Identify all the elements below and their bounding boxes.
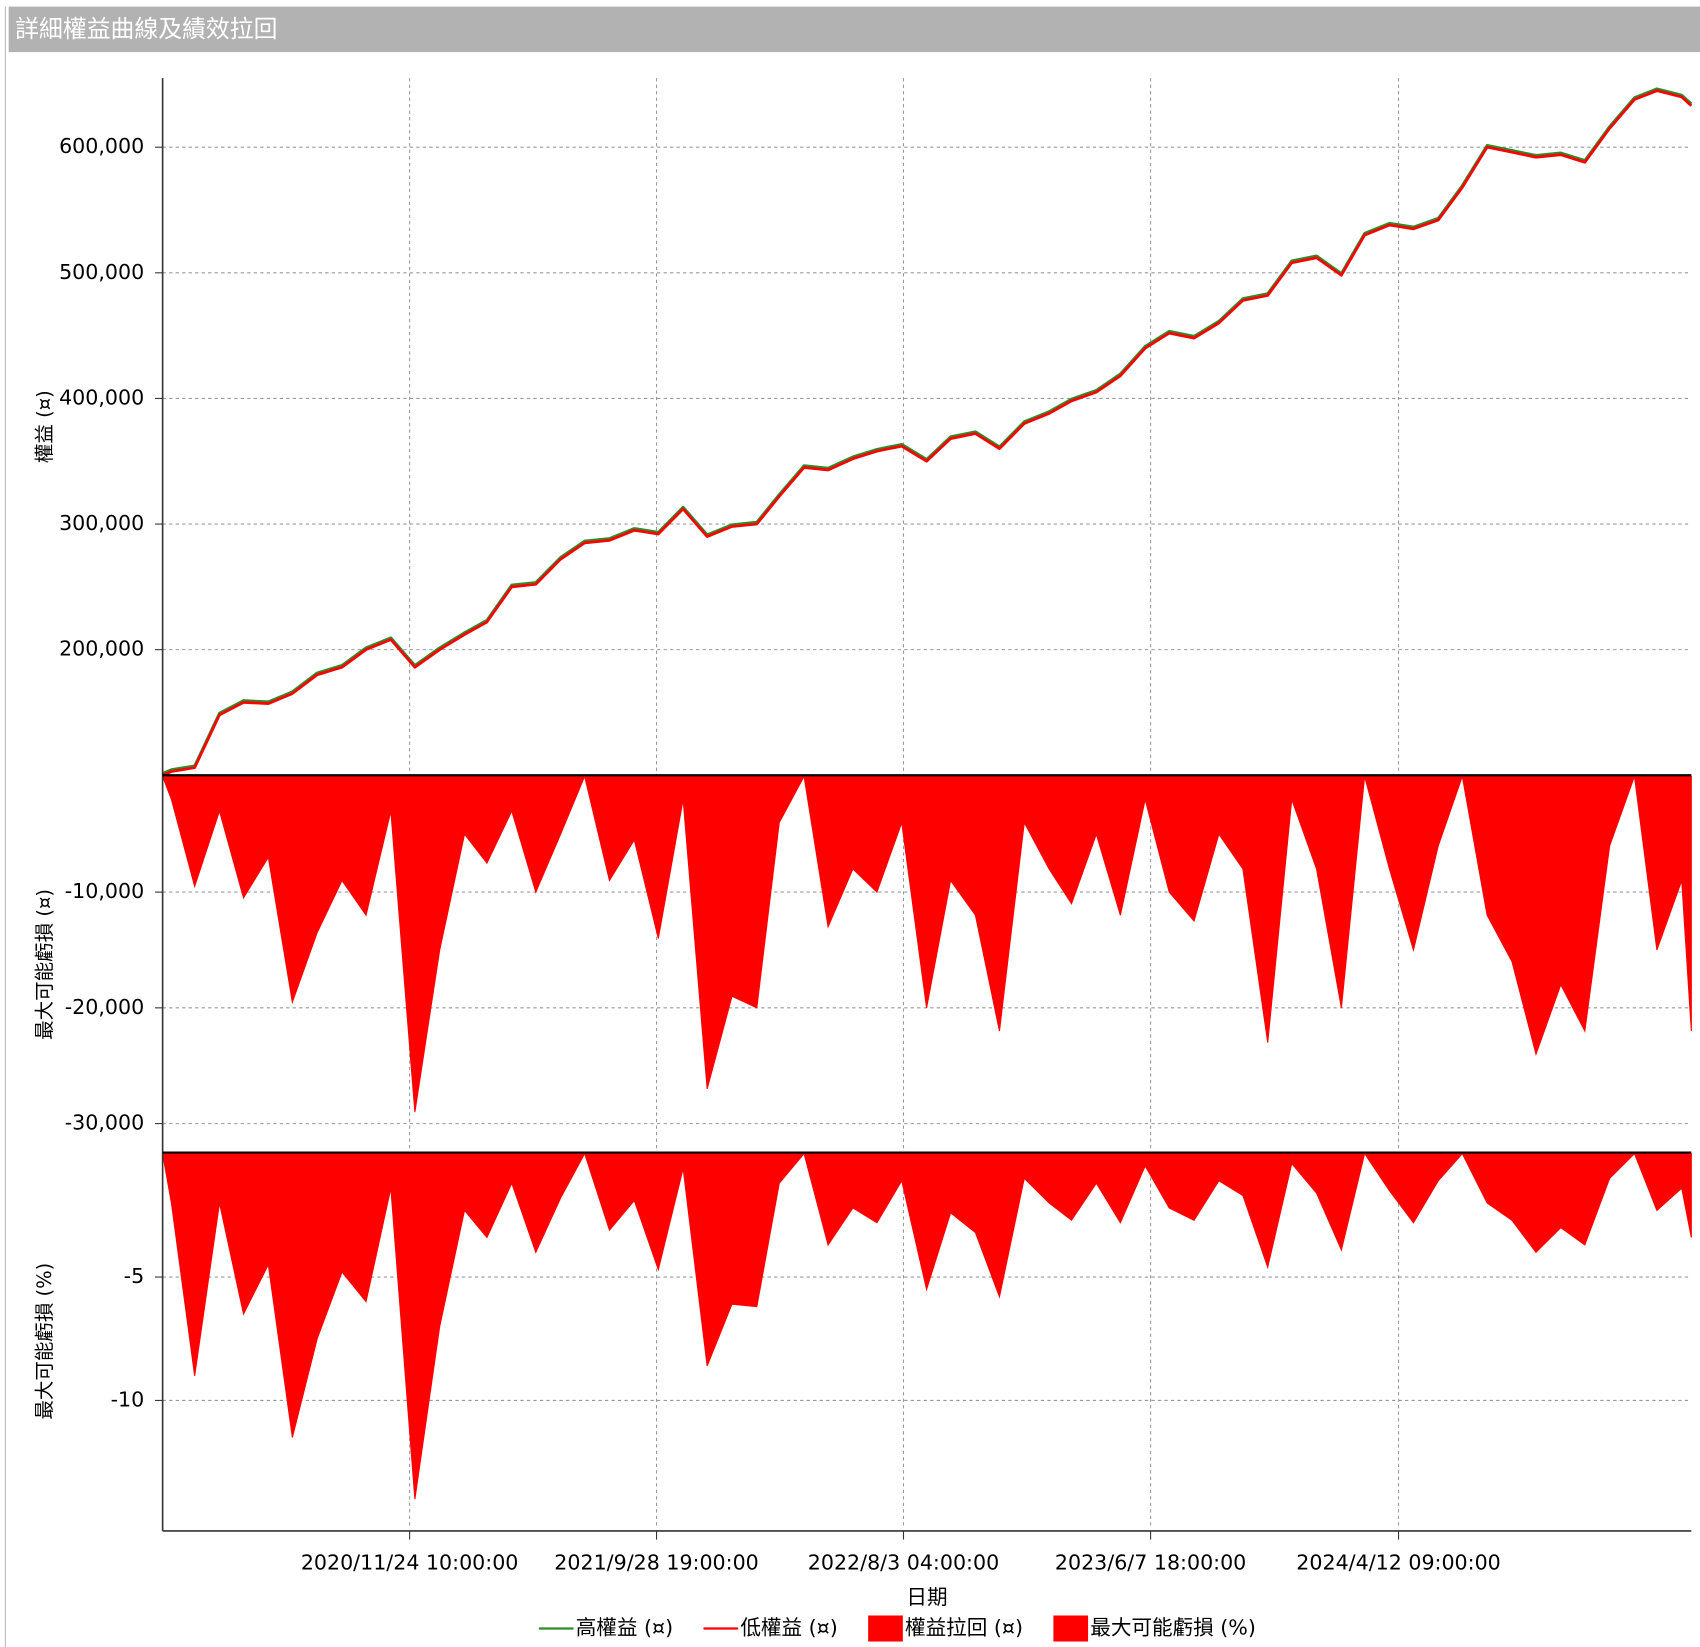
- y-tick-label: 600,000: [59, 134, 144, 158]
- y-axis-title: 權益 (¤): [33, 390, 56, 463]
- plots: [161, 87, 1693, 1500]
- legend: 高權益 (¤) 低權益 (¤) 權益拉回 (¤) 最大可能虧損 (%): [538, 1615, 1256, 1642]
- legend-label: 低權益 (¤): [740, 1616, 837, 1640]
- y-tick-label: -10: [111, 1387, 145, 1411]
- y-tick-label: 300,000: [59, 511, 144, 535]
- x-tick-label: 2020/11/24 10:00:00: [301, 1550, 519, 1574]
- legend-label: 權益拉回 (¤): [905, 1616, 1023, 1640]
- y-axis-title: 最大可能虧損 (¤): [33, 889, 56, 1040]
- y-tick-label: 200,000: [59, 637, 144, 661]
- x-tick-label: 2021/9/28 19:00:00: [554, 1550, 758, 1574]
- y-tick-label: 500,000: [59, 260, 144, 284]
- x-tick-label: 2024/4/12 09:00:00: [1296, 1550, 1500, 1574]
- legend-swatch: [1053, 1615, 1089, 1642]
- header-bar: [8, 6, 1700, 53]
- x-tick-label: 2023/6/7 18:00:00: [1055, 1550, 1246, 1574]
- y-tick-label: 400,000: [59, 385, 144, 409]
- legend-label: 高權益 (¤): [576, 1616, 673, 1640]
- y-tick-label: -20,000: [65, 995, 144, 1019]
- equity-line: [162, 89, 1693, 777]
- x-tick-label: 2022/8/3 04:00:00: [808, 1550, 999, 1574]
- x-axis-title: 日期: [906, 1585, 947, 1609]
- y-axis-title: 最大可能虧損 (%): [33, 1263, 56, 1420]
- y-tick-label: -5: [124, 1264, 145, 1288]
- drawdown-area: [161, 774, 1692, 1113]
- legend-label: 最大可能虧損 (%): [1090, 1616, 1256, 1640]
- drawdown-area: [161, 1152, 1692, 1500]
- y-tick-label: -10,000: [65, 879, 144, 903]
- axes: 200,000 300,000 400,000 500,000 600,000 權益 (¤…: [33, 78, 1692, 1642]
- legend-swatch: [868, 1615, 903, 1642]
- y-tick-label: -30,000: [65, 1111, 144, 1135]
- header-title: 詳細權益曲線及績效拉回: [15, 15, 277, 43]
